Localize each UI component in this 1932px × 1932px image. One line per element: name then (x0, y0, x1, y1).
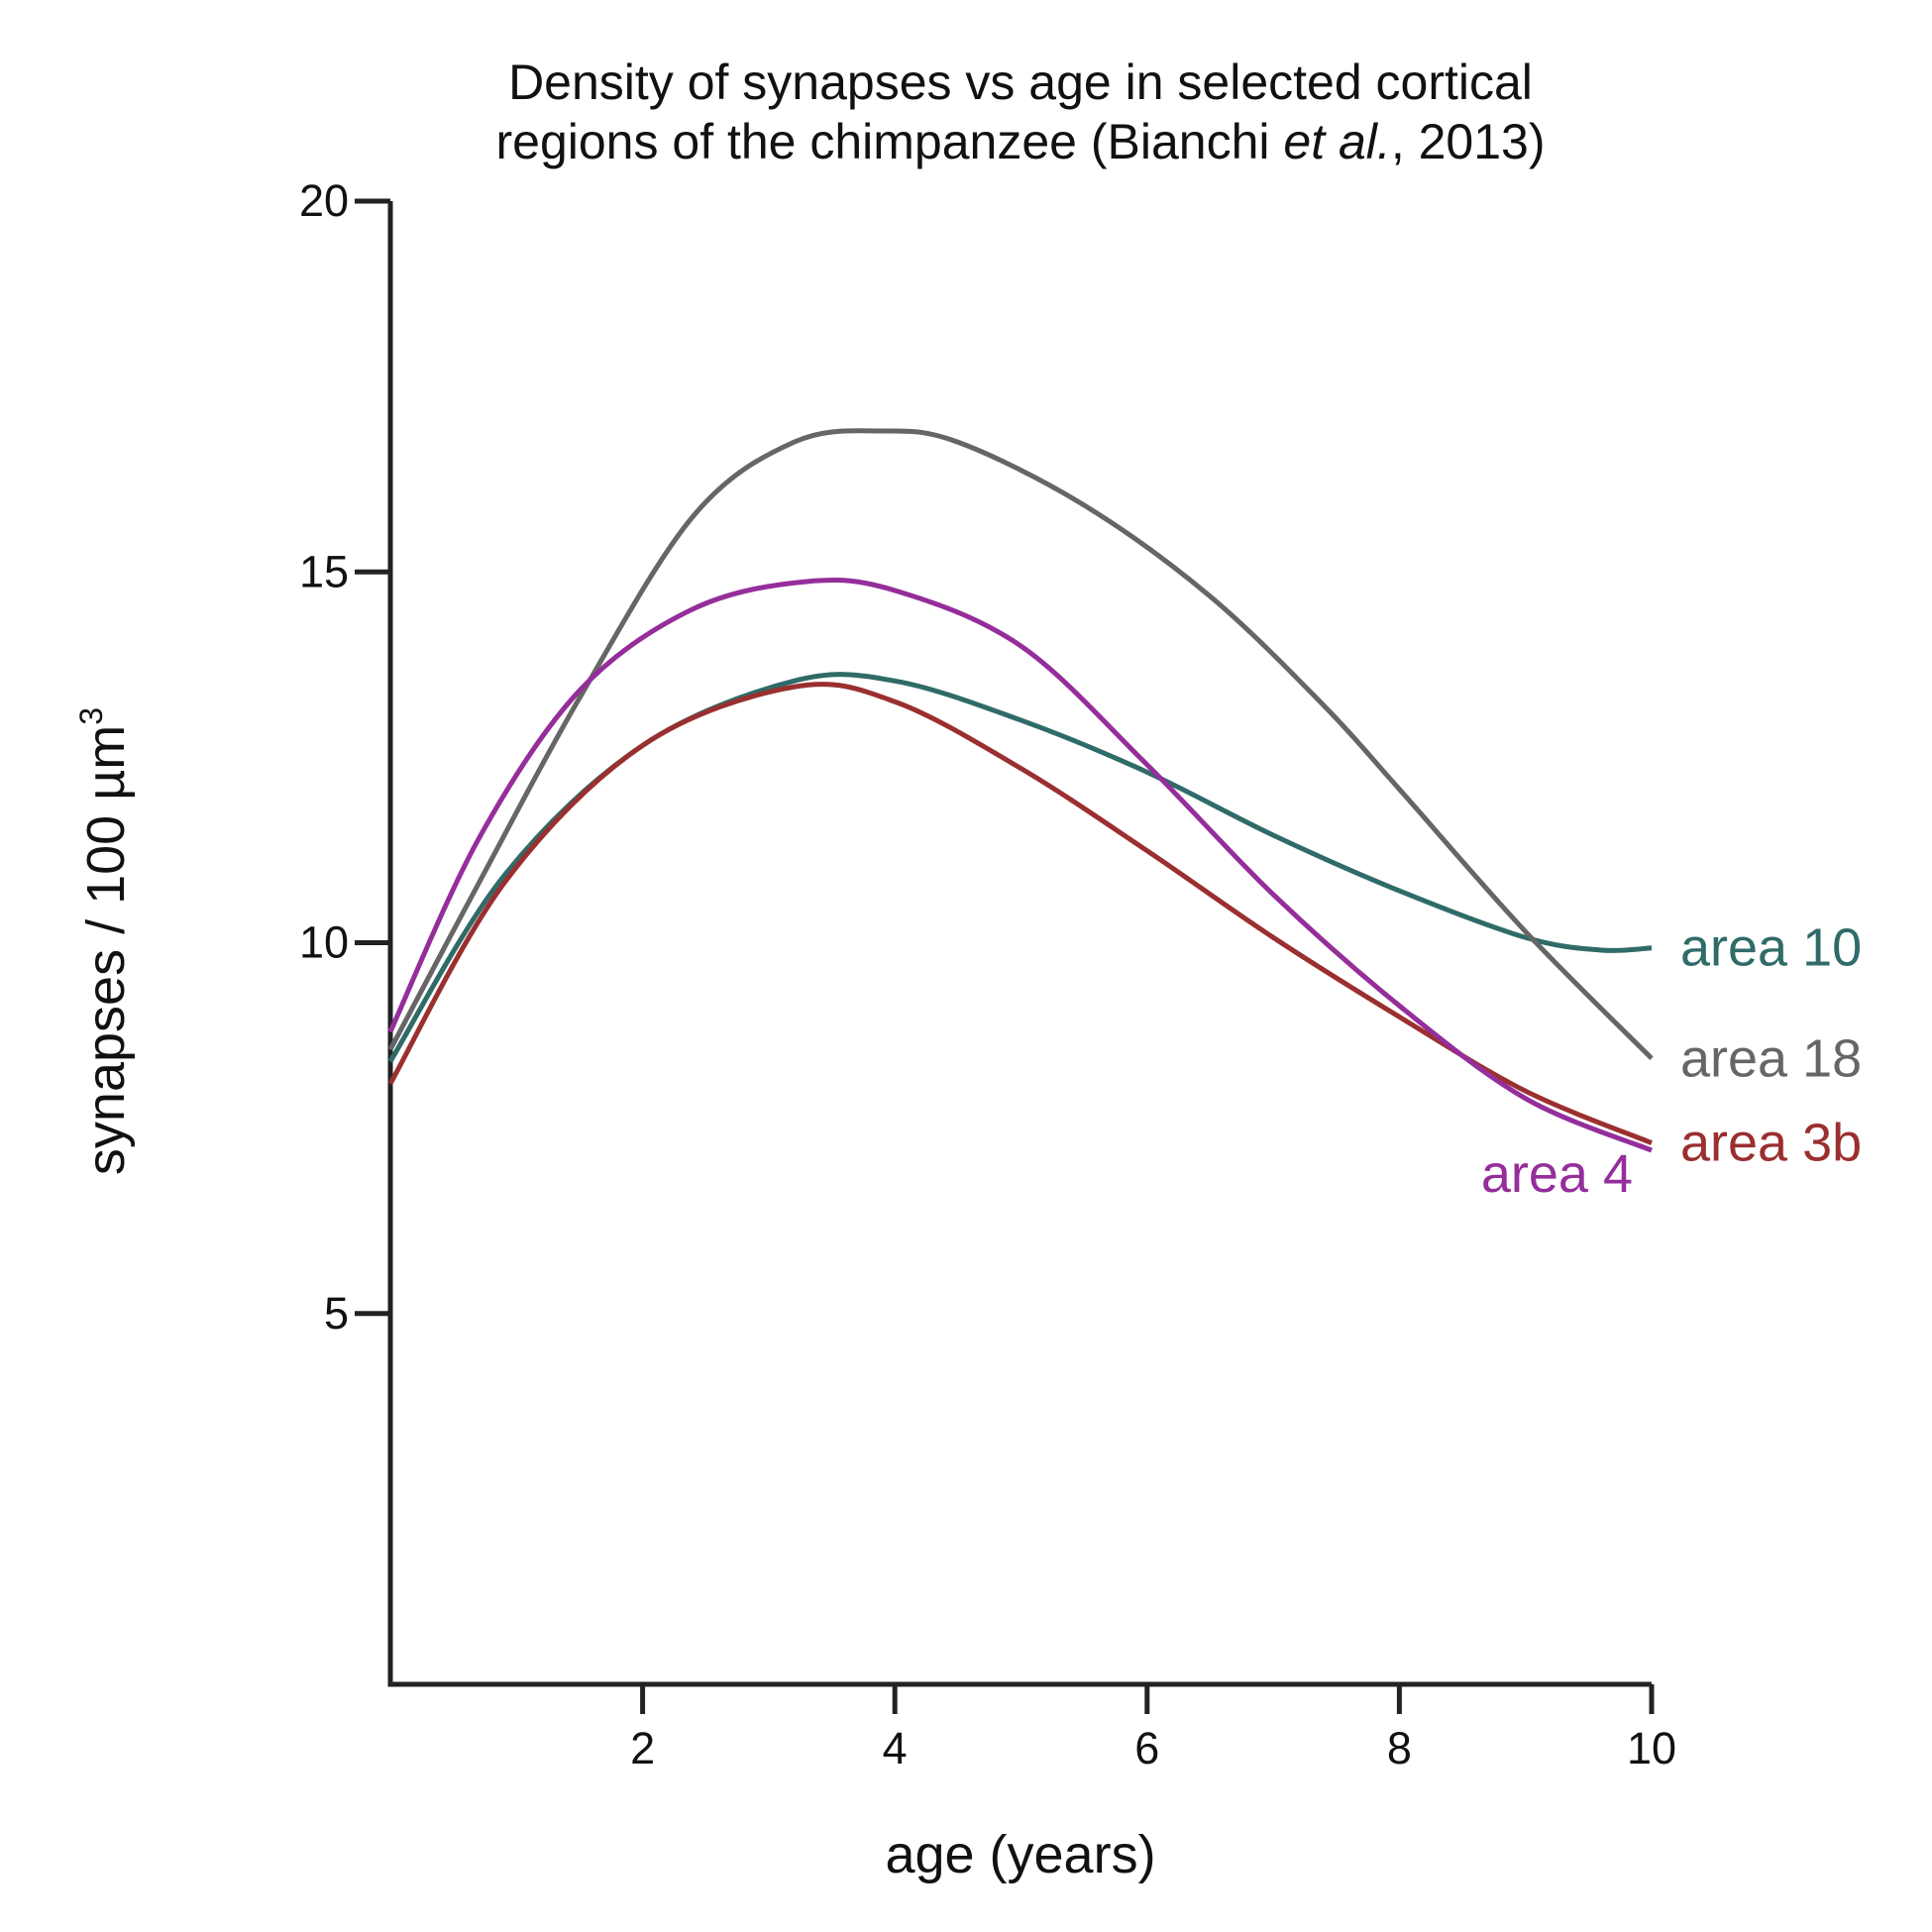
series-lines (387, 428, 1654, 1153)
series-line-area-4 (387, 577, 1653, 1153)
x-axis-label: age (years) (885, 1825, 1155, 1884)
series-label-area-18: area 18 (1680, 1028, 1862, 1088)
x-tick-label: 8 (1387, 1723, 1412, 1773)
series-label-area-3b: area 3b (1680, 1114, 1862, 1173)
y-tick-label: 15 (299, 546, 349, 596)
y-axis-label: synapses / 100 µm3 (73, 707, 136, 1175)
series-labels: area 10 area 18 area 3b area 4 (1481, 918, 1862, 1204)
chart-title-line1: Density of synapses vs age in selected c… (508, 54, 1533, 110)
series-label-area-4: area 4 (1481, 1144, 1633, 1204)
chart-title-line2: regions of the chimpanzee (Bianchi et al… (496, 114, 1546, 169)
x-tick-label: 10 (1627, 1723, 1676, 1773)
y-tick-label: 20 (299, 175, 349, 226)
series-line-area-10 (387, 672, 1653, 1063)
series-line-area-3b (387, 682, 1653, 1145)
axis-lines (387, 201, 1652, 1687)
y-tick-label: 10 (299, 917, 349, 968)
series-line-area-18 (387, 428, 1654, 1061)
series-label-area-10: area 10 (1680, 918, 1862, 978)
axes: 5 10 15 20 2 4 6 8 10 (299, 175, 1676, 1773)
x-tick-label: 6 (1134, 1723, 1159, 1773)
x-tick-label: 2 (630, 1723, 655, 1773)
x-tick-label: 4 (883, 1723, 908, 1773)
y-tick-label: 5 (324, 1288, 349, 1339)
